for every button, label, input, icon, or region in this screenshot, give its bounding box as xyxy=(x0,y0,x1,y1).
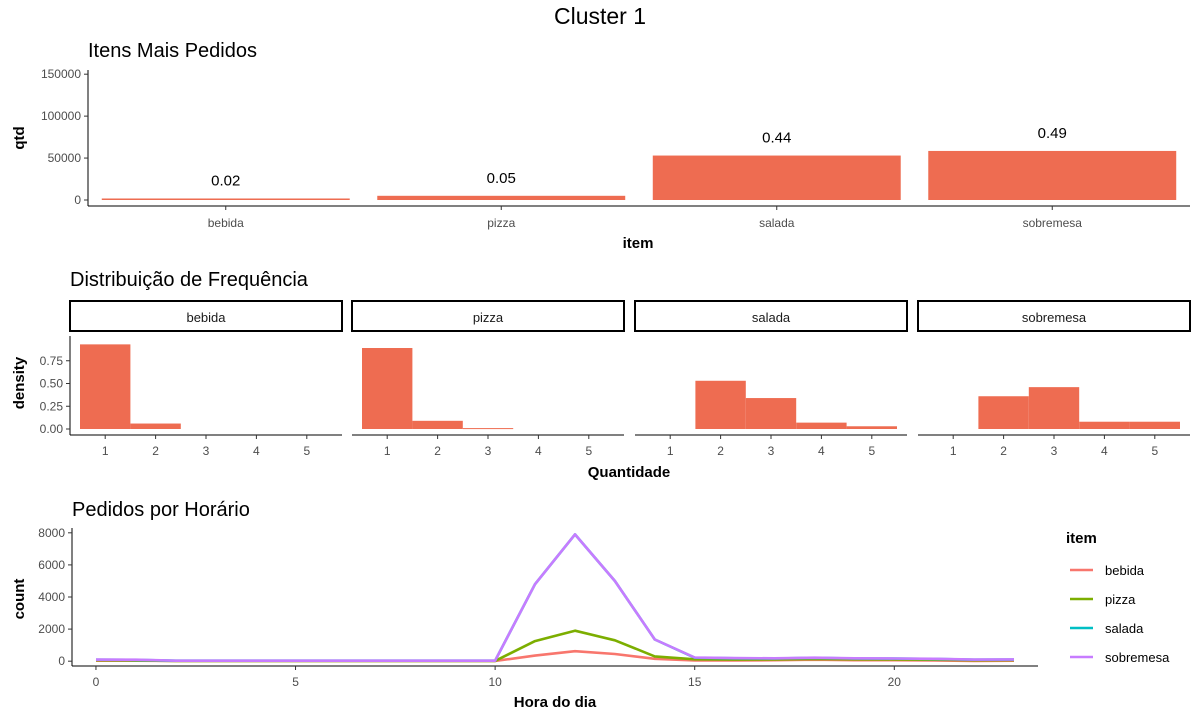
items-bar-label-bebida: 0.02 xyxy=(211,172,240,189)
legend-label-pizza: pizza xyxy=(1105,592,1136,607)
hourly-y-axis-title: count xyxy=(11,579,28,620)
facet-y-tick-label: 0.25 xyxy=(40,399,64,413)
facet-x-tick-label: 4 xyxy=(535,444,542,458)
facet-x-tick-label: 5 xyxy=(303,444,310,458)
hist-bar-salada-5 xyxy=(846,426,897,429)
series-line-sobremesa xyxy=(95,533,1015,663)
facet-x-tick-label: 2 xyxy=(717,444,724,458)
items-bar-pizza xyxy=(377,195,626,200)
items-y-tick-label: 100000 xyxy=(41,109,81,123)
hourly-x-tick-label: 10 xyxy=(488,675,502,689)
hourly-x-axis-title: Hora do dia xyxy=(514,694,597,711)
items-y-tick-label: 150000 xyxy=(41,67,81,81)
hourly-y-tick-label: 0 xyxy=(58,654,65,668)
facet-y-tick-label: 0.50 xyxy=(40,377,64,391)
facet-y-tick-label: 0.00 xyxy=(40,422,64,436)
legend-title: item xyxy=(1066,530,1097,547)
hist-bar-pizza-2 xyxy=(412,420,463,429)
facet-x-tick-label: 4 xyxy=(1101,444,1108,458)
facet-strip-label-pizza: pizza xyxy=(473,310,504,325)
facet-strip-label-salada: salada xyxy=(752,310,791,325)
hourly-x-tick-label: 5 xyxy=(292,675,299,689)
frequency-y-axis-title: density xyxy=(11,356,28,409)
series-line-pizza xyxy=(95,629,1015,663)
facet-x-tick-label: 2 xyxy=(434,444,441,458)
facet-x-tick-label: 3 xyxy=(485,444,492,458)
hourly-y-tick-label: 8000 xyxy=(38,526,65,540)
items-x-tick-label-sobremesa: sobremesa xyxy=(1023,216,1083,230)
facet-strip-label-sobremesa: sobremesa xyxy=(1022,310,1087,325)
facet-strip-bebida xyxy=(69,300,343,332)
items-bar-label-pizza: 0.05 xyxy=(487,170,516,187)
facet-x-tick-label: 1 xyxy=(102,444,109,458)
hist-bar-pizza-3 xyxy=(462,428,514,430)
facet-x-tick-label: 4 xyxy=(818,444,825,458)
facet-x-tick-label: 1 xyxy=(950,444,957,458)
main-title: Cluster 1 xyxy=(554,3,646,29)
hourly-x-tick-label: 20 xyxy=(888,675,902,689)
items-chart-title: Itens Mais Pedidos xyxy=(88,40,257,62)
items-x-tick-label-bebida: bebida xyxy=(208,216,244,230)
facet-strip-label-bebida: bebida xyxy=(186,310,226,325)
facet-x-tick-label: 4 xyxy=(253,444,260,458)
hourly-y-tick-label: 6000 xyxy=(38,558,65,572)
facet-x-tick-label: 3 xyxy=(768,444,775,458)
items-y-tick-label: 50000 xyxy=(48,151,82,165)
frequency-x-axis-title: Quantidade xyxy=(588,464,671,481)
items-x-axis-title: item xyxy=(623,235,654,252)
hist-bar-salada-4 xyxy=(796,422,847,429)
frequency-facet-chart: Distribuição de Frequência Quantidade de… xyxy=(11,269,1191,481)
hourly-line-chart: Pedidos por Horário Hora do dia count it… xyxy=(11,499,1170,711)
hourly-y-tick-label: 4000 xyxy=(38,590,65,604)
hist-bar-salada-3 xyxy=(745,398,797,429)
items-y-axis-title: qtd xyxy=(11,126,28,149)
hourly-y-tick-label: 2000 xyxy=(38,622,65,636)
hist-bar-bebida-2 xyxy=(130,423,181,429)
legend-label-sobremesa: sobremesa xyxy=(1105,650,1170,665)
facet-strip-sobremesa xyxy=(917,300,1191,332)
items-bar-chart: Itens Mais Pedidos item qtd 0 50000 100000… xyxy=(11,40,1190,252)
legend-label-bebida: bebida xyxy=(1105,563,1145,578)
items-y-tick-label: 0 xyxy=(74,193,81,207)
facet-x-tick-label: 2 xyxy=(152,444,159,458)
items-bar-bebida xyxy=(101,198,350,200)
facet-x-tick-label: 1 xyxy=(384,444,391,458)
facet-x-tick-label: 5 xyxy=(1151,444,1158,458)
facet-x-tick-label: 2 xyxy=(1000,444,1007,458)
facet-strip-pizza xyxy=(351,300,625,332)
items-bar-label-salada: 0.44 xyxy=(762,130,791,147)
facet-x-tick-label: 3 xyxy=(203,444,210,458)
items-bar-label-sobremesa: 0.49 xyxy=(1038,125,1067,142)
legend-label-salada: salada xyxy=(1105,621,1144,636)
series-line-salada xyxy=(95,533,1015,663)
hourly-x-tick-label: 15 xyxy=(688,675,702,689)
hist-bar-sobremesa-2 xyxy=(978,396,1029,429)
facet-x-tick-label: 5 xyxy=(868,444,875,458)
hist-bar-sobremesa-5 xyxy=(1129,421,1180,429)
items-x-tick-label-salada: salada xyxy=(759,216,795,230)
facet-x-tick-label: 1 xyxy=(667,444,674,458)
hourly-x-tick-label: 0 xyxy=(93,675,100,689)
facet-x-tick-label: 5 xyxy=(585,444,592,458)
facet-y-tick-label: 0.75 xyxy=(40,354,64,368)
facet-strip-salada xyxy=(634,300,908,332)
items-x-tick-label-pizza: pizza xyxy=(487,216,515,230)
facet-x-tick-label: 3 xyxy=(1051,444,1058,458)
hist-bar-sobremesa-4 xyxy=(1079,421,1130,429)
hist-bar-pizza-1 xyxy=(362,348,413,429)
hist-bar-salada-2 xyxy=(695,380,746,429)
frequency-chart-title: Distribuição de Frequência xyxy=(70,269,309,291)
items-bar-salada xyxy=(652,155,901,200)
hist-bar-sobremesa-3 xyxy=(1028,387,1080,429)
hourly-chart-title: Pedidos por Horário xyxy=(72,499,250,521)
hist-bar-bebida-1 xyxy=(80,344,131,429)
items-bar-sobremesa xyxy=(928,150,1177,200)
